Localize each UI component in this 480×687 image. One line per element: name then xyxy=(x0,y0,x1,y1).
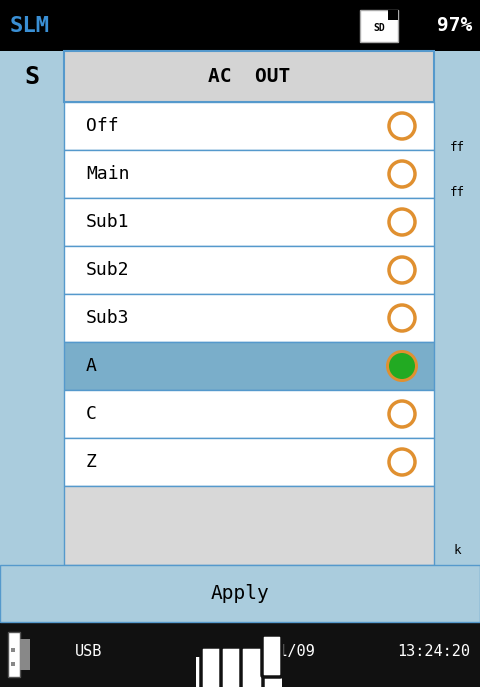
Text: Sub2: Sub2 xyxy=(86,261,130,279)
FancyBboxPatch shape xyxy=(11,662,15,666)
Text: S: S xyxy=(24,65,39,89)
FancyBboxPatch shape xyxy=(64,390,434,438)
FancyBboxPatch shape xyxy=(0,51,64,622)
Text: SLM: SLM xyxy=(10,16,50,36)
Text: k: k xyxy=(453,543,461,556)
FancyBboxPatch shape xyxy=(388,10,398,19)
FancyBboxPatch shape xyxy=(0,622,480,687)
Circle shape xyxy=(389,305,415,331)
FancyBboxPatch shape xyxy=(64,51,434,102)
FancyBboxPatch shape xyxy=(201,647,223,687)
Text: Apply: Apply xyxy=(211,584,269,603)
Text: Sub3: Sub3 xyxy=(86,309,130,327)
FancyBboxPatch shape xyxy=(64,102,434,150)
Circle shape xyxy=(389,113,415,139)
Text: /11/09: /11/09 xyxy=(260,644,315,659)
FancyBboxPatch shape xyxy=(221,647,243,687)
FancyBboxPatch shape xyxy=(64,438,434,486)
FancyBboxPatch shape xyxy=(434,51,480,622)
Text: Sub1: Sub1 xyxy=(86,213,130,231)
Circle shape xyxy=(389,449,415,475)
FancyBboxPatch shape xyxy=(0,565,480,622)
FancyBboxPatch shape xyxy=(11,649,15,652)
FancyBboxPatch shape xyxy=(64,486,434,565)
FancyBboxPatch shape xyxy=(241,647,263,687)
Circle shape xyxy=(389,353,415,379)
FancyBboxPatch shape xyxy=(0,0,480,51)
Text: C: C xyxy=(86,405,97,423)
Circle shape xyxy=(389,209,415,235)
FancyBboxPatch shape xyxy=(64,246,434,294)
Circle shape xyxy=(389,257,415,283)
FancyBboxPatch shape xyxy=(20,639,30,671)
Text: Off: Off xyxy=(86,117,119,135)
Circle shape xyxy=(389,401,415,427)
Text: ff: ff xyxy=(449,185,465,199)
Text: 97%: 97% xyxy=(437,16,472,35)
Circle shape xyxy=(389,161,415,187)
Text: Z: Z xyxy=(86,453,97,471)
Text: 13:24:20: 13:24:20 xyxy=(397,644,470,659)
FancyBboxPatch shape xyxy=(8,632,20,677)
FancyBboxPatch shape xyxy=(64,294,434,342)
Circle shape xyxy=(386,350,418,382)
Text: A: A xyxy=(86,357,97,375)
FancyBboxPatch shape xyxy=(262,635,282,677)
FancyBboxPatch shape xyxy=(196,657,282,687)
Text: Main: Main xyxy=(86,165,130,183)
FancyBboxPatch shape xyxy=(64,150,434,198)
FancyBboxPatch shape xyxy=(360,10,398,41)
Text: ff: ff xyxy=(449,141,465,153)
Text: SD: SD xyxy=(373,23,385,32)
Text: AC  OUT: AC OUT xyxy=(208,67,290,86)
FancyBboxPatch shape xyxy=(64,342,434,390)
FancyBboxPatch shape xyxy=(64,198,434,246)
Text: USB: USB xyxy=(75,644,102,659)
